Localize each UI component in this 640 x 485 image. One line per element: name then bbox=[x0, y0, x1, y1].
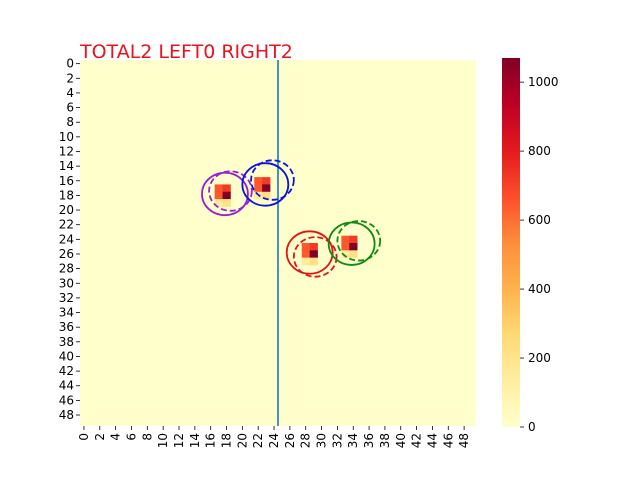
y-tick-label: 8 bbox=[66, 115, 74, 129]
colorbar-tick-label: 600 bbox=[528, 213, 551, 227]
y-tick-label: 20 bbox=[59, 203, 74, 217]
heatmap-cell bbox=[262, 177, 271, 185]
y-tick-label: 40 bbox=[59, 349, 74, 363]
x-tick-label: 16 bbox=[204, 433, 218, 448]
y-tick-label: 32 bbox=[59, 291, 74, 305]
x-tick-label: 36 bbox=[362, 433, 376, 448]
y-tick-label: 16 bbox=[59, 174, 74, 188]
x-tick-label: 34 bbox=[346, 433, 360, 448]
x-tick-label: 22 bbox=[251, 433, 265, 448]
heatmap-cell bbox=[349, 235, 358, 244]
y-tick-label: 46 bbox=[59, 393, 74, 407]
x-tick-label: 46 bbox=[441, 433, 455, 448]
heatmap-cell bbox=[341, 250, 350, 258]
heatmap-cell bbox=[254, 184, 263, 193]
heatmap-cell bbox=[341, 235, 350, 244]
solid-circle-marker bbox=[241, 162, 290, 207]
x-tick-label: 4 bbox=[109, 433, 123, 441]
x-tick-label: 32 bbox=[330, 433, 344, 448]
y-tick-label: 10 bbox=[59, 130, 74, 144]
x-tick-label: 10 bbox=[156, 433, 170, 448]
axes: 0246810121416182022242628303234363840424… bbox=[59, 57, 471, 449]
heatmap-cell bbox=[222, 184, 231, 193]
heatmap-cell bbox=[301, 257, 310, 266]
x-tick-label: 44 bbox=[425, 433, 439, 448]
colorbar-tick-label: 1000 bbox=[528, 75, 559, 89]
y-tick-label: 22 bbox=[59, 218, 74, 232]
dashed-circle-marker bbox=[336, 220, 382, 262]
x-tick-label: 42 bbox=[410, 433, 424, 448]
x-tick-label: 18 bbox=[220, 433, 234, 448]
heatmap-cell bbox=[262, 184, 271, 193]
y-tick-label: 4 bbox=[66, 86, 74, 100]
colorbar-tick-label: 400 bbox=[528, 282, 551, 296]
colorbar-gradient bbox=[502, 58, 520, 427]
y-tick-label: 42 bbox=[59, 364, 74, 378]
colorbar: 0 200 400 600 800 1000 bbox=[502, 58, 559, 434]
y-tick-label: 28 bbox=[59, 262, 74, 276]
heatmap-cell bbox=[341, 243, 350, 251]
x-tick-label: 24 bbox=[267, 433, 281, 448]
solid-circle-marker bbox=[327, 221, 376, 266]
y-tick-label: 12 bbox=[59, 145, 74, 159]
y-tick-label: 0 bbox=[66, 57, 74, 71]
heatmap-cell bbox=[222, 199, 231, 207]
heatmap-cell bbox=[309, 257, 318, 266]
heatmap-cell bbox=[214, 199, 223, 207]
heatmap-cell bbox=[222, 191, 231, 200]
heatmap-cell bbox=[301, 250, 310, 258]
x-tick-label: 30 bbox=[315, 433, 329, 448]
heatmap-cell bbox=[214, 184, 223, 193]
y-tick-label: 36 bbox=[59, 320, 74, 334]
y-tick-label: 44 bbox=[59, 379, 74, 393]
dashed-circle-marker bbox=[208, 170, 253, 212]
heatmap-cell bbox=[309, 250, 318, 258]
y-tick-label: 14 bbox=[59, 159, 74, 173]
heatmap-cell bbox=[349, 243, 358, 251]
colorbar-tick-label: 800 bbox=[528, 144, 551, 158]
y-tick-label: 48 bbox=[59, 408, 74, 422]
x-tick-label: 2 bbox=[93, 433, 107, 441]
y-tick-label: 24 bbox=[59, 232, 74, 246]
x-tick-label: 40 bbox=[394, 433, 408, 448]
y-tick-label: 18 bbox=[59, 188, 74, 202]
heatmap-cell bbox=[254, 177, 263, 185]
x-tick-label: 26 bbox=[283, 433, 297, 448]
x-tick-label: 0 bbox=[77, 433, 91, 441]
dashed-circle-marker bbox=[292, 236, 338, 278]
heatmap-cell bbox=[309, 243, 318, 251]
y-tick-label: 2 bbox=[66, 71, 74, 85]
y-tick-label: 6 bbox=[66, 101, 74, 115]
overlay-layer bbox=[201, 60, 382, 426]
y-tick-label: 30 bbox=[59, 276, 74, 290]
x-tick-label: 8 bbox=[140, 433, 154, 441]
colorbar-tick-label: 0 bbox=[528, 420, 536, 434]
heatmap-cell bbox=[301, 243, 310, 251]
x-tick-label: 20 bbox=[235, 433, 249, 448]
x-tick-label: 28 bbox=[299, 433, 313, 448]
y-tick-label: 38 bbox=[59, 335, 74, 349]
y-tick-label: 34 bbox=[59, 306, 74, 320]
dashed-circle-marker bbox=[250, 159, 295, 201]
x-tick-label: 14 bbox=[188, 433, 202, 448]
x-tick-label: 12 bbox=[172, 433, 186, 448]
chart-title: TOTAL2 LEFT0 RIGHT2 bbox=[79, 41, 293, 63]
heatmap-cell bbox=[262, 191, 271, 200]
y-tick-label: 26 bbox=[59, 247, 74, 261]
x-tick-label: 6 bbox=[124, 433, 138, 441]
x-tick-label: 38 bbox=[378, 433, 392, 448]
x-tick-label: 48 bbox=[457, 433, 471, 448]
heatmap-cell bbox=[349, 250, 358, 258]
colorbar-tick-label: 200 bbox=[528, 351, 551, 365]
solid-circle-marker bbox=[285, 230, 334, 275]
heatmap-cell bbox=[214, 191, 223, 200]
